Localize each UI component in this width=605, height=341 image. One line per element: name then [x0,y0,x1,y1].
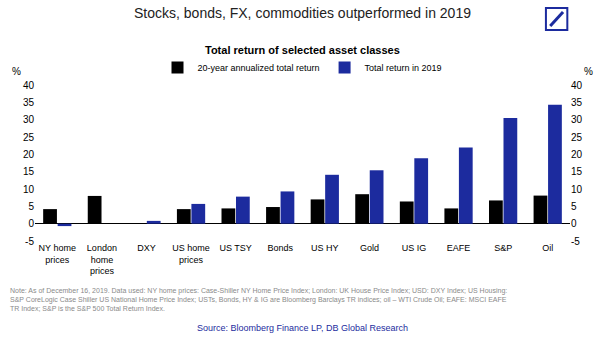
svg-text:EAFE: EAFE [447,243,471,253]
svg-text:30: 30 [571,114,583,125]
svg-text:5: 5 [571,201,577,212]
svg-text:20: 20 [571,149,583,160]
svg-text:20: 20 [23,149,35,160]
svg-text:Source: Bloomberg Finance LP,: Source: Bloomberg Finance LP, DB Global … [197,323,408,333]
svg-text:25: 25 [571,132,583,143]
svg-text:Oil: Oil [542,243,553,253]
svg-text:40: 40 [571,80,583,91]
svg-text:NY homeprices: NY homeprices [39,243,76,265]
svg-text:Note: As of December 16, 2019.: Note: As of December 16, 2019. Data used… [10,287,507,312]
svg-text:0: 0 [28,218,34,229]
svg-text:Londonhomeprices: Londonhomeprices [87,243,117,276]
svg-text:30: 30 [23,114,35,125]
svg-text:25: 25 [23,132,35,143]
svg-text:%: % [12,66,21,77]
svg-text:Total return of selected asset: Total return of selected asset classes [205,44,400,56]
svg-text:0: 0 [571,218,577,229]
svg-text:-5: -5 [571,236,580,247]
svg-text:US TSY: US TSY [219,243,251,253]
svg-text:US homeprices: US homeprices [172,243,210,265]
svg-text:40: 40 [23,80,35,91]
svg-text:20-year annualized total retur: 20-year annualized total return [198,63,320,73]
svg-text:Bonds: Bonds [267,243,293,253]
svg-text:Gold: Gold [360,243,379,253]
svg-text:10: 10 [23,184,35,195]
svg-text:US HY: US HY [311,243,339,253]
svg-text:Total return in 2019: Total return in 2019 [365,63,442,73]
svg-text:35: 35 [571,97,583,108]
svg-text:US IG: US IG [402,243,427,253]
svg-text:15: 15 [23,166,35,177]
svg-text:5: 5 [28,201,34,212]
svg-text:-5: -5 [25,236,34,247]
svg-text:S&P: S&P [494,243,512,253]
svg-text:Stocks, bonds, FX, commodities: Stocks, bonds, FX, commodities outperfor… [134,5,471,21]
svg-text:35: 35 [23,97,35,108]
svg-text:DXY: DXY [137,243,156,253]
svg-text:15: 15 [571,166,583,177]
svg-text:10: 10 [571,184,583,195]
svg-text:%: % [584,66,593,77]
